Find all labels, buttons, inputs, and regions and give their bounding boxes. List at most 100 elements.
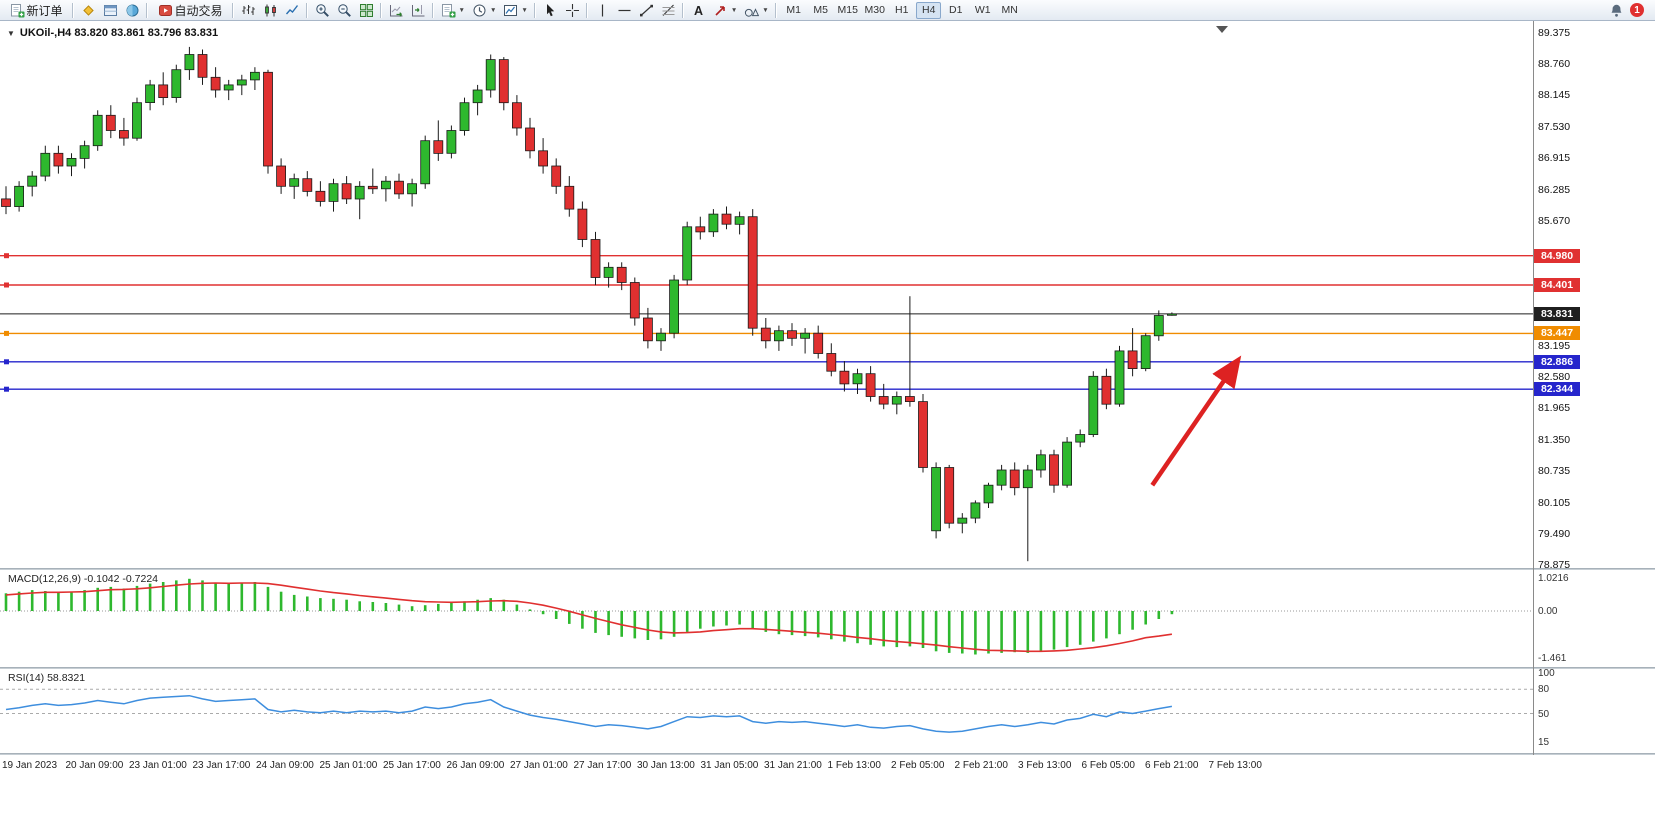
macd-axis-label: 0.00 bbox=[1538, 606, 1558, 617]
cursor-icon bbox=[543, 3, 558, 18]
horizontal-level-lines[interactable] bbox=[0, 253, 1533, 392]
trendline-button[interactable] bbox=[636, 1, 657, 20]
macd-axis-label: -1.461 bbox=[1538, 653, 1567, 664]
chart-window[interactable]: ▼ UKOil-,H4 83.820 83.861 83.796 83.831 … bbox=[0, 21, 1655, 823]
timeframe-mn[interactable]: MN bbox=[1001, 4, 1018, 16]
time-axis-label: 6 Feb 05:00 bbox=[1081, 760, 1135, 771]
price-axis-label: 88.145 bbox=[1538, 89, 1571, 102]
market-watch-button[interactable] bbox=[78, 1, 99, 20]
price-axis-label: 89.375 bbox=[1538, 27, 1571, 39]
alerts-button[interactable] bbox=[1606, 1, 1627, 20]
price-level-tag[interactable]: 84.401 bbox=[1534, 278, 1580, 292]
timeframe-m5[interactable]: M5 bbox=[813, 4, 829, 16]
timeframe-w1[interactable]: W1 bbox=[974, 4, 991, 16]
autotrading-icon bbox=[158, 3, 173, 18]
arrow-tools-button[interactable]: ▼ bbox=[710, 1, 740, 20]
main-toolbar: 新订单 自动交易 ▼ ▼ ▼ A ▼ ▼ M1 M5 M15 M30 H1 H4 D1 W1 MN 1 bbox=[0, 0, 1655, 21]
notification-badge[interactable]: 1 bbox=[1630, 3, 1644, 17]
price-axis-label: 81.350 bbox=[1538, 433, 1571, 446]
timeframe-m15[interactable]: M15 bbox=[837, 4, 858, 16]
toolbar-separator bbox=[72, 2, 75, 18]
timeframe-m1[interactable]: M1 bbox=[786, 4, 802, 16]
current-price-tag[interactable]: 83.831 bbox=[1534, 306, 1580, 321]
horizontal-line-icon bbox=[617, 3, 632, 18]
price-level-tag[interactable]: 84.980 bbox=[1534, 248, 1580, 263]
horizontal-line-button[interactable] bbox=[614, 1, 635, 20]
cursor-button[interactable] bbox=[540, 1, 561, 20]
svg-text:A: A bbox=[694, 3, 703, 17]
price-axis-label: 82.580 bbox=[1538, 371, 1571, 384]
shapes-button[interactable]: ▼ bbox=[741, 1, 771, 20]
tile-windows-button[interactable] bbox=[356, 1, 377, 20]
toolbar-separator bbox=[432, 2, 435, 18]
chevron-down-icon: ▼ bbox=[730, 6, 738, 14]
period-button[interactable]: ▼ bbox=[469, 1, 499, 20]
timeframe-h4[interactable]: H4 bbox=[916, 1, 942, 19]
price-axis-label: 86.285 bbox=[1538, 183, 1571, 196]
rsi-axis-label: 100 bbox=[1538, 668, 1555, 679]
chart-shift-marker[interactable] bbox=[1216, 26, 1228, 33]
timeframe-d1[interactable]: D1 bbox=[949, 4, 963, 16]
time-axis-label: 24 Jan 09:00 bbox=[256, 760, 314, 771]
chart-shift-button[interactable] bbox=[408, 1, 429, 20]
toolbar-separator bbox=[380, 2, 383, 18]
zoom-in-button[interactable] bbox=[312, 1, 333, 20]
vertical-line-button[interactable] bbox=[592, 1, 613, 20]
price-axis-label: 80.105 bbox=[1538, 496, 1571, 509]
new-chart-button[interactable]: ▼ bbox=[438, 1, 468, 20]
price-level-tag[interactable]: 82.886 bbox=[1534, 354, 1580, 369]
price-axis-label: 80.735 bbox=[1538, 464, 1571, 477]
auto-scroll-button[interactable] bbox=[386, 1, 407, 20]
rsi-label: RSI(14) 58.8321 bbox=[8, 672, 86, 684]
price-axis-label: 83.195 bbox=[1538, 340, 1571, 353]
autotrading-label: 自动交易 bbox=[174, 3, 223, 18]
zoom-in-icon bbox=[315, 3, 330, 18]
price-axis-label: 88.760 bbox=[1538, 58, 1571, 71]
collapse-arrow-icon[interactable]: ▼ bbox=[7, 28, 15, 38]
navigator-button[interactable] bbox=[122, 1, 143, 20]
fibonacci-icon bbox=[661, 3, 676, 18]
time-axis-label: 23 Jan 17:00 bbox=[192, 760, 251, 771]
autotrading-button[interactable]: 自动交易 bbox=[152, 1, 229, 20]
fibonacci-button[interactable] bbox=[658, 1, 679, 20]
time-axis-label: 7 Feb 13:00 bbox=[1208, 760, 1262, 771]
crosshair-button[interactable] bbox=[562, 1, 583, 20]
pane-splitter-macd[interactable] bbox=[0, 568, 1655, 570]
arrows-icon bbox=[713, 3, 728, 18]
time-axis-label: 25 Jan 17:00 bbox=[383, 760, 441, 771]
chart-line-button[interactable] bbox=[282, 1, 303, 20]
price-axis-label: 79.490 bbox=[1538, 527, 1571, 540]
data-window-icon bbox=[103, 3, 118, 18]
zoom-out-button[interactable] bbox=[334, 1, 355, 20]
templates-button[interactable]: ▼ bbox=[500, 1, 530, 20]
chevron-down-icon: ▼ bbox=[762, 6, 769, 14]
price-level-tag[interactable]: 83.447 bbox=[1534, 326, 1580, 341]
chart-canvas[interactable] bbox=[0, 21, 1655, 823]
pane-splitter-rsi[interactable] bbox=[0, 667, 1655, 669]
toolbar-separator bbox=[146, 2, 149, 18]
pane-splitter-timeaxis[interactable] bbox=[0, 753, 1655, 755]
toolbar-separator bbox=[775, 2, 778, 18]
data-window-button[interactable] bbox=[100, 1, 121, 20]
time-axis-label: 27 Jan 01:00 bbox=[510, 760, 568, 771]
timeframe-h1[interactable]: H1 bbox=[895, 4, 909, 16]
price-level-tag[interactable]: 82.344 bbox=[1534, 382, 1580, 397]
time-axis-label: 2 Feb 05:00 bbox=[891, 760, 945, 771]
chart-title: ▼ UKOil-,H4 83.820 83.861 83.796 83.831 bbox=[7, 27, 218, 39]
price-axis-label: 85.670 bbox=[1538, 214, 1571, 227]
chart-candles-button[interactable] bbox=[260, 1, 281, 20]
trendline-icon bbox=[639, 3, 654, 18]
text-button[interactable]: A bbox=[688, 1, 709, 20]
chevron-down-icon: ▼ bbox=[489, 6, 497, 14]
price-axis-label: 87.530 bbox=[1538, 120, 1571, 133]
price-axis-label: 78.875 bbox=[1538, 559, 1571, 571]
new-chart-icon bbox=[441, 3, 456, 18]
chart-bars-button[interactable] bbox=[238, 1, 259, 20]
price-axis-border bbox=[1533, 21, 1534, 755]
new-order-button[interactable]: 新订单 bbox=[4, 1, 69, 20]
rsi-line bbox=[5, 694, 1173, 733]
timeframe-m30[interactable]: M30 bbox=[864, 4, 885, 16]
macd-label: MACD(12,26,9) -0.1042 -0.7224 bbox=[8, 573, 158, 585]
trend-arrow[interactable] bbox=[1150, 355, 1242, 487]
tile-windows-icon bbox=[359, 3, 374, 18]
